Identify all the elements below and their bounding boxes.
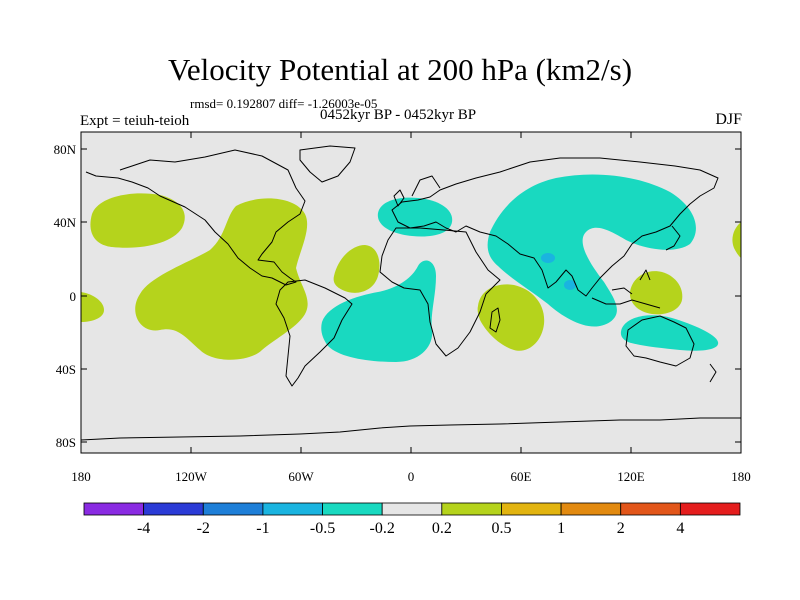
colorbar-label: 0.2 (432, 520, 452, 537)
lat-tick-equator: 0 (70, 289, 77, 304)
coastline-maritime-continent (591, 269, 661, 309)
colorbar-label: -0.5 (310, 520, 335, 537)
colorbar-label: 1 (557, 520, 565, 537)
coastline-madagascar (489, 307, 501, 333)
colorbar-swatch (441, 502, 502, 516)
colorbar-swatch (679, 502, 741, 516)
negative-region-australia (620, 315, 719, 351)
experiment-label: Expt = teiuh-teioh (80, 113, 190, 129)
positive-region-east-pacific-right (732, 222, 741, 258)
lat-tick-40n: 40N (54, 215, 77, 230)
lon-tick-0: 0 (408, 469, 415, 484)
colorbar-swatch (560, 502, 622, 516)
negative-region-europe (377, 197, 453, 237)
positive-region-north-pacific (90, 193, 185, 248)
coastline-british-isles (393, 189, 405, 207)
colorbar-label: -4 (137, 520, 150, 537)
coastline-japan (665, 225, 681, 251)
positive-region-west-africa (333, 245, 380, 293)
colorbar-label: -0.2 (370, 520, 395, 537)
colorbar-swatch (381, 502, 443, 516)
tick-marks (80, 132, 742, 453)
lat-tick-40s: 40S (56, 362, 76, 377)
lat-tick-80s: 80S (56, 435, 76, 450)
colorbar-swatch (262, 502, 323, 516)
lat-tick-80n: 80N (54, 142, 77, 157)
lon-tick-60w: 60W (288, 469, 314, 484)
period-label: 0452kyr BP - 0452kyr BP (320, 107, 477, 123)
colorbar-swatch (143, 502, 204, 516)
strong-negative-cell-bay (564, 280, 576, 290)
colorbar-label: -2 (197, 520, 210, 537)
stats-line: rmsd= 0.192807 diff= -1.26003e-05 (190, 96, 378, 111)
positive-region-east-pacific-left (81, 292, 104, 322)
colorbar-label: 0.5 (491, 520, 511, 537)
colorbar-swatch (620, 502, 681, 516)
strong-negative-cell-india (541, 253, 555, 263)
colorbar-swatch (501, 502, 562, 516)
season-label: DJF (715, 111, 742, 128)
coastline-antarctica (81, 417, 741, 441)
colorbar-swatch (202, 502, 264, 516)
lon-tick-60e: 60E (511, 469, 532, 484)
positive-region-americas (135, 198, 308, 360)
coastline-australia (625, 315, 695, 367)
plot-title: Velocity Potential at 200 hPa (km2/s) (167, 52, 633, 87)
negative-region-asia (487, 174, 696, 327)
colorbar-swatch (322, 502, 383, 516)
lon-tick-120w: 120W (175, 469, 208, 484)
lon-tick-120e: 120E (617, 469, 645, 484)
coastlines (81, 145, 741, 441)
lon-tick-180e: 180 (731, 469, 751, 484)
colorbar-label: 4 (676, 520, 684, 537)
colorbar-swatch (83, 502, 145, 516)
coastline-scandinavia (411, 175, 441, 197)
colorbar-label: 2 (617, 520, 625, 537)
lon-tick-180w: 180 (71, 469, 91, 484)
coastline-north-america (85, 149, 306, 286)
coastline-greenland (299, 145, 356, 183)
negative-region-atlantic-africa (321, 260, 436, 362)
coastline-new-zealand (709, 363, 717, 383)
colorbar: -4 -2 -1 -0.5 -0.2 0.2 0.5 1 2 4 (83, 502, 741, 537)
coastline-eurasia (391, 157, 719, 297)
colorbar-label: -1 (256, 520, 269, 537)
coastline-africa (379, 227, 501, 357)
contour-fields (81, 145, 741, 441)
coastline-south-america (275, 279, 353, 387)
positive-region-east-africa (477, 284, 545, 351)
